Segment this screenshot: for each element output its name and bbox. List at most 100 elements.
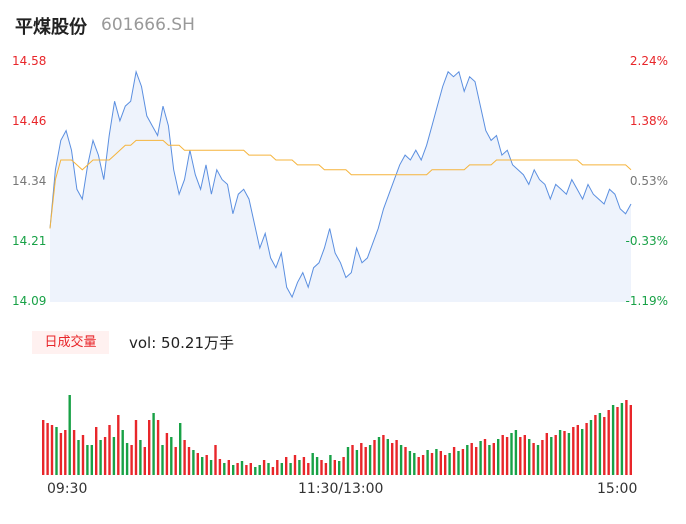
volume-bar <box>183 440 186 475</box>
volume-bar <box>479 441 482 475</box>
volume-bar <box>245 465 248 475</box>
volume-bar <box>298 460 301 475</box>
price-label-4: 14.21 <box>12 234 47 248</box>
volume-bar <box>585 423 588 475</box>
volume-bar <box>156 420 160 475</box>
volume-bar <box>271 467 275 475</box>
volume-bar <box>430 453 434 475</box>
volume-bar <box>152 413 155 475</box>
volume-bar <box>267 463 270 475</box>
volume-bar <box>452 447 456 475</box>
volume-bar <box>218 459 222 475</box>
volume-bar <box>576 425 579 475</box>
volume-bar <box>289 463 292 475</box>
volume-bar <box>139 440 142 475</box>
volume-bar <box>293 455 297 475</box>
volume-bar <box>545 433 548 475</box>
volume-bar <box>620 403 624 475</box>
volume-bar <box>408 451 412 475</box>
volume-tag[interactable]: 日成交量 <box>32 331 109 354</box>
volume-bar <box>391 443 394 475</box>
volume-bar <box>333 460 336 475</box>
volume-bar <box>514 430 518 475</box>
volume-bar <box>461 449 465 475</box>
volume-bar <box>315 457 319 475</box>
volume-bar <box>59 433 63 475</box>
volume-bar <box>342 457 345 475</box>
volume-bar <box>81 435 85 475</box>
volume-bar <box>572 427 575 475</box>
volume-bar <box>554 435 557 475</box>
volume-bar <box>72 430 76 475</box>
volume-bar <box>629 405 632 475</box>
volume-bar <box>435 449 438 475</box>
volume-bar <box>108 425 111 475</box>
volume-bar <box>550 437 553 475</box>
stock-code: 601666.SH <box>101 15 195 35</box>
volume-bar <box>395 440 398 475</box>
volume-bar <box>130 445 133 475</box>
volume-bar <box>382 435 385 475</box>
volume-bar <box>64 430 67 475</box>
volume-bar <box>95 427 98 475</box>
price-label-mid: 14.34 <box>12 174 47 188</box>
volume-bar <box>280 463 283 475</box>
time-label-midday: 11:30/13:00 <box>298 481 384 497</box>
volume-bar <box>236 463 239 475</box>
volume-bar <box>346 447 350 475</box>
pct-label-mid: 0.53% <box>629 174 668 188</box>
volume-bar <box>611 405 615 475</box>
volume-bar <box>444 455 447 475</box>
volume-bar <box>377 437 381 475</box>
time-label-close: 15:00 <box>597 481 638 497</box>
volume-bar <box>258 465 261 475</box>
volume-bar <box>501 435 504 475</box>
volume-bar <box>421 455 425 475</box>
volume-bar <box>46 423 49 475</box>
volume-bar <box>77 440 80 475</box>
volume-bar <box>125 443 129 475</box>
volume-bar <box>285 457 288 475</box>
volume-bar <box>50 425 54 475</box>
volume-bar <box>368 445 372 475</box>
volume-bar <box>519 437 522 475</box>
volume-bar <box>448 453 451 475</box>
volume-bar <box>581 429 584 475</box>
volume-bar <box>223 463 226 475</box>
volume-bar <box>42 420 45 475</box>
average-price-line <box>49 139 632 229</box>
volume-bar <box>563 431 566 475</box>
volume-bar <box>399 445 403 475</box>
volume-bar <box>532 443 535 475</box>
volume-bar <box>528 439 531 475</box>
volume-bar <box>492 443 495 475</box>
volume-bar <box>99 440 102 475</box>
volume-bar <box>594 415 597 475</box>
volume-bar <box>249 463 252 475</box>
volume-bar <box>338 461 341 475</box>
pct-label-bottom: -1.19% <box>625 294 668 308</box>
pct-label-2: 1.38% <box>629 114 668 128</box>
price-area-fill <box>50 71 631 302</box>
volume-bar <box>165 433 169 475</box>
volume-bar <box>117 415 120 475</box>
volume-bar <box>483 439 487 475</box>
volume-bar <box>174 447 177 475</box>
volume-bar <box>505 437 509 475</box>
price-line <box>49 69 632 299</box>
volume-bar <box>373 440 376 475</box>
volume-bar <box>603 417 606 475</box>
volume-bar <box>457 451 460 475</box>
volume-bar <box>536 445 540 475</box>
pct-label-top: 2.24% <box>629 54 668 68</box>
volume-bar <box>187 447 191 475</box>
volume-bar <box>214 445 217 475</box>
volume-bar <box>439 451 442 475</box>
volume-bar <box>192 450 195 475</box>
volume-bar <box>497 439 500 475</box>
volume-bar <box>625 400 628 475</box>
volume-bar <box>616 407 619 475</box>
volume-bar <box>240 461 244 475</box>
volume-bar <box>134 420 138 475</box>
time-label-open: 09:30 <box>47 481 88 497</box>
